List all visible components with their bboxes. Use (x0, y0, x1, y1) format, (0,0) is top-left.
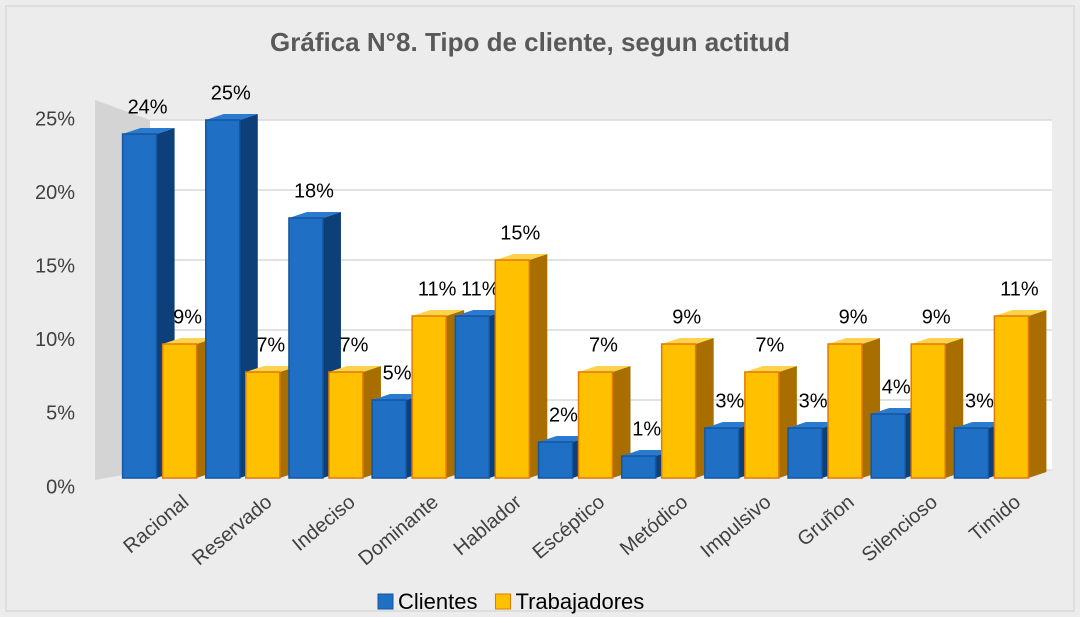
bar (288, 217, 324, 479)
bar-top (328, 366, 381, 372)
bar-group (577, 366, 631, 479)
data-label: 3% (799, 390, 828, 412)
legend-swatch (377, 593, 394, 610)
bar (620, 455, 657, 479)
bar-side (612, 366, 631, 478)
bar-top (205, 114, 258, 120)
bar (537, 441, 574, 479)
data-label: 7% (256, 334, 285, 356)
chart-title: Gráfica N°8. Tipo de cliente, segun acti… (270, 27, 790, 57)
bar (870, 413, 906, 479)
bar-group (494, 254, 548, 479)
bar (205, 119, 241, 479)
bar-top (288, 212, 341, 218)
bar (660, 343, 697, 479)
data-label: 1% (632, 418, 661, 440)
bar (328, 371, 364, 479)
bar-top (621, 450, 674, 456)
bar (411, 315, 447, 479)
bar-top (911, 338, 964, 344)
data-label: 7% (589, 334, 618, 356)
frame (5, 5, 1075, 612)
y-tick-label: 5% (46, 403, 75, 425)
data-label: 18% (294, 180, 334, 202)
data-label: 9% (672, 306, 701, 328)
bar (953, 427, 990, 479)
y-tick-label: 15% (35, 255, 75, 277)
data-label: 15% (500, 222, 540, 244)
bar-side (1028, 310, 1047, 478)
bar-top (871, 408, 924, 414)
bar-top (495, 254, 548, 260)
bar-top (994, 310, 1047, 316)
bar-top (828, 338, 881, 344)
data-label: 9% (839, 306, 868, 328)
data-label: 2% (549, 404, 578, 426)
legend-label: Clientes (398, 589, 477, 614)
bar-top (455, 310, 508, 316)
y-tick-label: 25% (35, 108, 75, 130)
legend-swatch (494, 593, 511, 610)
data-label: 7% (340, 334, 369, 356)
bar (787, 427, 823, 479)
bar (121, 133, 158, 479)
bar-top (245, 366, 298, 372)
bar-top (538, 436, 591, 442)
data-label: 3% (965, 390, 994, 412)
bar-group (993, 310, 1047, 479)
data-label: 11% (418, 278, 457, 300)
y-tick-label: 10% (35, 329, 75, 351)
data-label: 25% (211, 82, 251, 104)
data-label: 9% (173, 306, 202, 328)
bar (704, 427, 740, 479)
legend-label: Trabajadores (515, 589, 644, 614)
bar (827, 343, 863, 479)
bar-group (660, 338, 714, 479)
y-tick-label: 0% (46, 476, 75, 498)
bar-top (744, 366, 797, 372)
data-label: 3% (715, 390, 744, 412)
bar (245, 371, 281, 479)
bar-top (578, 366, 631, 372)
data-label: 4% (882, 376, 911, 398)
data-label: 9% (922, 306, 951, 328)
data-label: 24% (128, 96, 168, 118)
bar (494, 259, 531, 479)
bar-top (704, 422, 757, 428)
bar-top (162, 338, 215, 344)
y-tick-label: 20% (35, 182, 75, 204)
bar-side (529, 254, 548, 478)
data-label: 11% (1000, 278, 1039, 300)
bar-top (661, 338, 714, 344)
bar (371, 399, 407, 479)
bar (577, 371, 614, 479)
bar (910, 343, 946, 479)
bar-top (122, 128, 175, 134)
data-label: 7% (755, 334, 784, 356)
bar (161, 343, 198, 479)
bar-top (954, 422, 1007, 428)
bar (993, 315, 1030, 479)
bar (454, 315, 491, 479)
data-label: 5% (383, 362, 412, 384)
bar-top (412, 310, 465, 316)
bar-top (372, 394, 425, 400)
data-label: 11% (461, 278, 500, 300)
bar-top (788, 422, 841, 428)
bar (744, 371, 780, 479)
